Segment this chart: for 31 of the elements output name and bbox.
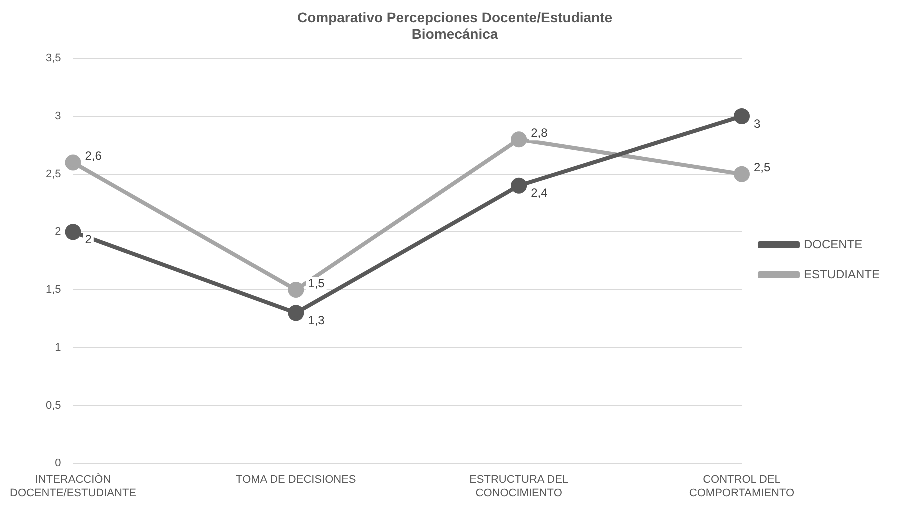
y-tick-label: 2 <box>55 226 62 238</box>
x-tick-label: INTERACCIÒN DOCENTE/ESTUDIANTE <box>10 473 137 500</box>
y-tick-label: 0 <box>55 458 62 470</box>
point <box>734 108 750 124</box>
point <box>288 305 304 322</box>
point <box>734 166 750 182</box>
data-label: 2,4 <box>531 186 548 200</box>
chart-title: Comparativo Percepciones Docente/Estudiante Biomecánica <box>297 9 613 42</box>
data-label: 1,3 <box>308 313 326 328</box>
y-tick-label: 0,5 <box>46 400 62 412</box>
y-tick-label: 3,5 <box>46 52 62 65</box>
data-label: 2 <box>85 232 92 246</box>
x-tick-label: ESTRUCTURA DEL CONOCIMIENTO <box>470 474 569 500</box>
data-label: 2,6 <box>85 149 102 164</box>
y-tick-label: 1,5 <box>46 284 62 296</box>
x-tick-label: TOMA DE DECISIONES <box>236 474 356 486</box>
x-tick-label: CONTROL DEL COMPORTAMIENTO <box>689 474 795 500</box>
point <box>511 132 528 148</box>
point <box>65 154 82 171</box>
y-tick-label: 1 <box>55 342 62 354</box>
y-tick-label: 2,5 <box>46 168 62 180</box>
point <box>65 224 82 240</box>
data-label: 1,5 <box>308 276 326 290</box>
point <box>511 178 528 194</box>
legend-label: DOCENTE <box>804 237 863 252</box>
data-label: 2,8 <box>531 126 548 140</box>
data-label: 3 <box>754 116 761 131</box>
y-tick-label: 3 <box>55 110 62 122</box>
legend-label: ESTUDIANTE <box>804 267 880 282</box>
data-label: 2,5 <box>754 160 771 175</box>
point <box>288 282 304 298</box>
